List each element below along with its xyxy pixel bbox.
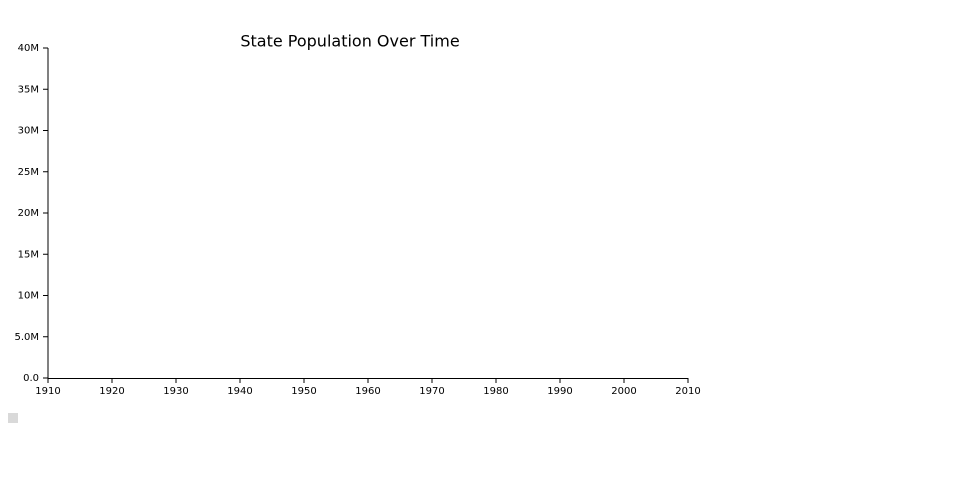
chart-title: State Population Over Time <box>240 32 459 51</box>
legend-swatch <box>8 413 18 423</box>
y-tick-label: 0.0 <box>23 373 39 384</box>
x-tick-label: 2010 <box>675 386 700 397</box>
y-tick-label: 20M <box>18 208 39 219</box>
y-tick-label: 40M <box>18 43 39 54</box>
x-tick-label: 1960 <box>355 386 380 397</box>
x-tick-label: 1980 <box>483 386 508 397</box>
x-tick-label: 1920 <box>99 386 124 397</box>
x-tick-label: 1950 <box>291 386 316 397</box>
y-tick-label: 15M <box>18 249 39 260</box>
y-tick-label: 30M <box>18 126 39 137</box>
x-tick-label: 1930 <box>163 386 188 397</box>
y-tick-label: 5.0M <box>14 332 39 343</box>
x-tick-label: 1940 <box>227 386 252 397</box>
x-tick-label: 1910 <box>35 386 60 397</box>
x-tick-label: 2000 <box>611 386 636 397</box>
y-tick-label: 10M <box>18 291 39 302</box>
x-tick-label: 1970 <box>419 386 444 397</box>
x-tick-label: 1990 <box>547 386 572 397</box>
y-tick-label: 25M <box>18 167 39 178</box>
y-tick-label: 35M <box>18 84 39 95</box>
